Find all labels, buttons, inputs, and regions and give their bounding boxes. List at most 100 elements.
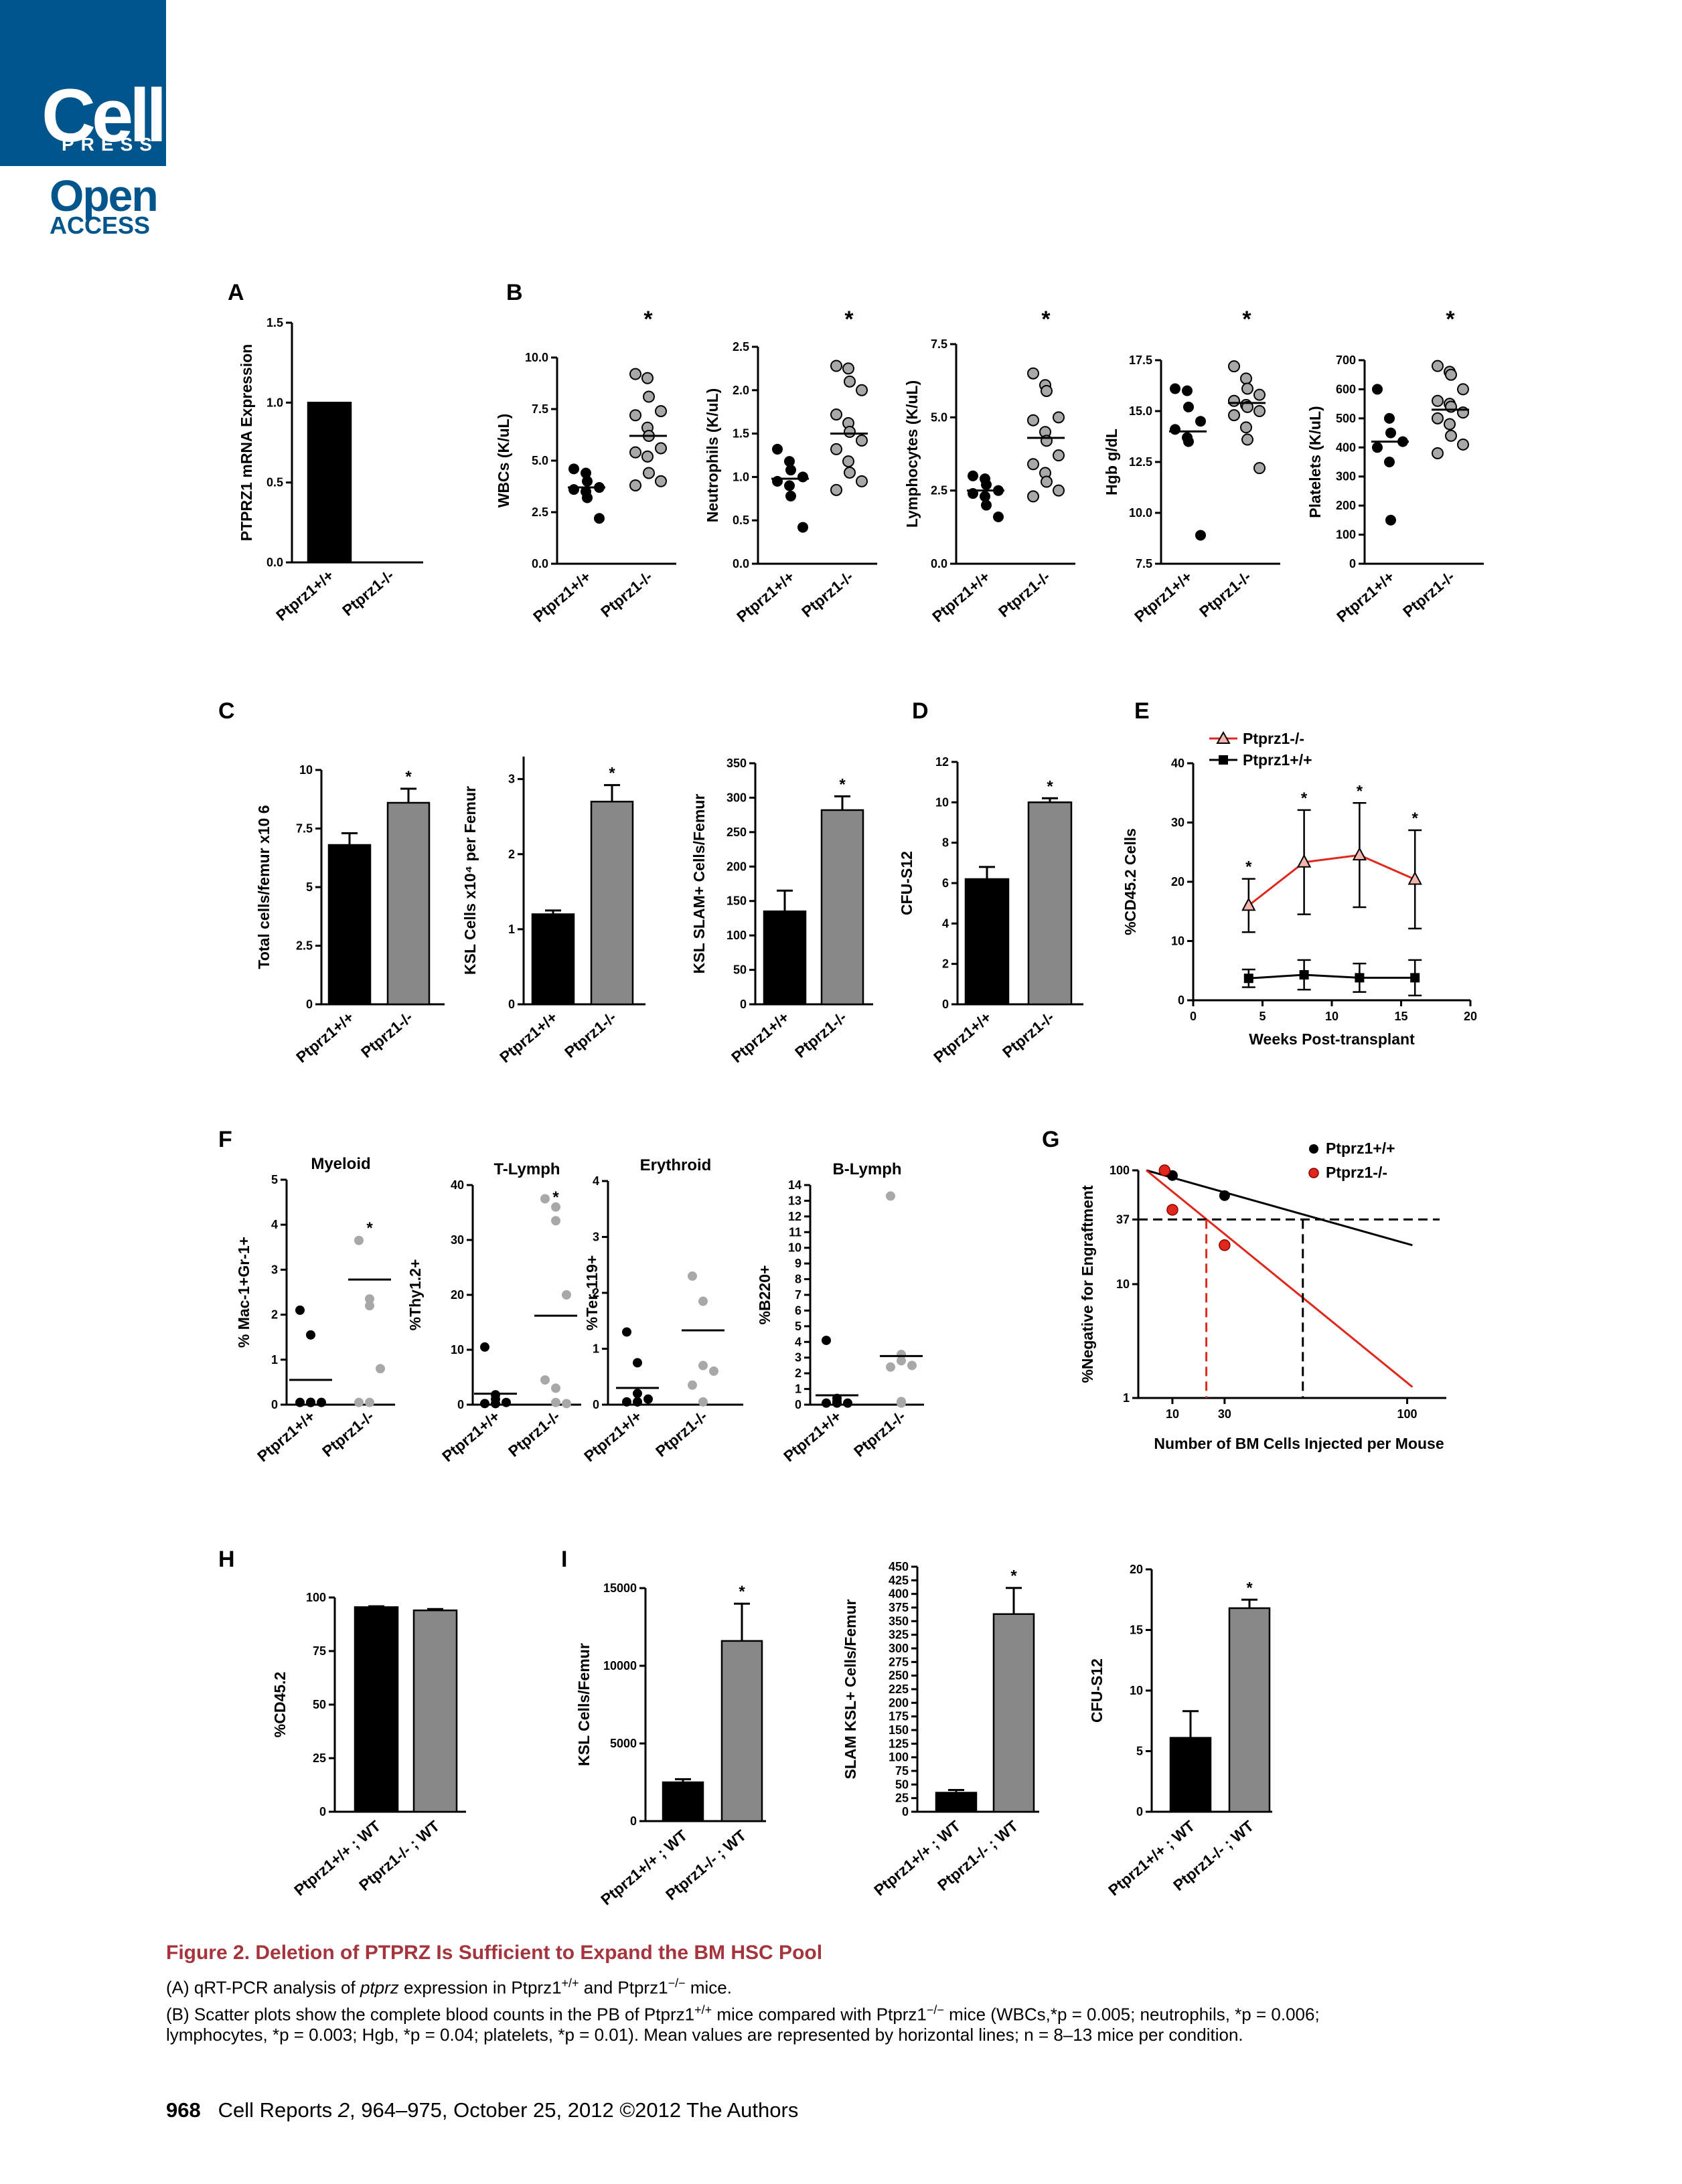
panel-b-3-category-label: Ptprz1+/+ (929, 568, 993, 625)
panel-b-4-category-label: Ptprz1-/- (1196, 568, 1254, 621)
panel-d-tick-label: 0 (942, 998, 949, 1011)
panel-b-1-data-point (581, 467, 591, 479)
panel-c-2-category-label: Ptprz1-/- (561, 1008, 619, 1061)
panel-e-tick-label: 40 (1171, 757, 1184, 770)
panel-f-4-tick-label: 5 (795, 1320, 801, 1333)
panel-i-2-tick-label: 425 (889, 1573, 909, 1587)
panel-c-3-tick-label: 150 (727, 894, 747, 908)
panel-g-x-tick-label: 10 (1166, 1407, 1179, 1421)
panel-f-2-title: T-Lymph (493, 1160, 560, 1178)
panel-f-3-tick-label: 1 (593, 1342, 599, 1356)
panel-b-3-tick-label: 2.5 (931, 484, 947, 497)
panel-b-3-tick-label: 7.5 (931, 337, 947, 351)
panel-b-2-data-point (856, 434, 868, 447)
panel-b-1-data-point (582, 475, 593, 487)
panel-b-4-data-point (1182, 385, 1193, 396)
panel-f-4-tick-label: 9 (795, 1257, 801, 1270)
panel-f-4-tick-label: 2 (795, 1367, 801, 1380)
cell-press-logo: Cell PRESS (0, 0, 167, 166)
panel-b-5-data-point (1432, 412, 1444, 424)
panel-f-1-data-point (376, 1364, 385, 1374)
panel-a-category-label: Ptprz1+/+ (273, 566, 337, 624)
panel-f-1-data-point (365, 1294, 374, 1304)
panel-f-1-tick-label: 1 (271, 1353, 278, 1367)
panel-e-series-line (1248, 973, 1416, 980)
panel-b-5-ylabel: Platelets (K/uL) (1306, 406, 1324, 518)
panel-b-4-data-point (1253, 405, 1266, 417)
panel-b-2-data-point (830, 443, 842, 455)
panel-b-4-data-point (1195, 530, 1206, 541)
panel-e-triangle-marker (1407, 871, 1422, 885)
panel-f-3-data-point (622, 1327, 631, 1337)
panel-b-1-data-point (568, 484, 579, 495)
panel-f-1-data-point (354, 1397, 364, 1407)
panel-b-3-data-point (1027, 367, 1039, 380)
panel-i-3-tick-label: 5 (1136, 1745, 1143, 1758)
panel-c-3-tick-label: 0 (740, 998, 747, 1011)
panel-b-3-data-point (1027, 458, 1039, 471)
panel-b-2-data-point (784, 456, 795, 467)
panel-c-2-tick-label: 0 (508, 998, 515, 1011)
panel-b-3-data-point (1027, 490, 1039, 503)
panel-f-1-data-point (306, 1330, 315, 1340)
panel-f-3-data-point (633, 1389, 642, 1399)
panel-b-4-data-point (1253, 388, 1266, 401)
panel-b-2-data-point (785, 465, 796, 476)
panel-i-3-tick-label: 10 (1130, 1684, 1143, 1697)
panel-d-ylabel: CFU-S12 (898, 851, 915, 915)
panel-g-fit-wt (1146, 1169, 1413, 1247)
panel-c-3-tick-label: 300 (727, 791, 747, 804)
panel-b-3-data-point (1027, 414, 1039, 426)
panel-f-1-data-point (295, 1305, 305, 1315)
panel-i-2-tick-label: 275 (889, 1655, 909, 1668)
panel-a-ylabel: PTPRZ1 mRNA Expression (238, 344, 255, 541)
open-access-access: ACCESS (50, 212, 151, 239)
panel-f-2-category-label: Ptprz1-/- (505, 1407, 563, 1460)
panel-c-3-significance-star: * (839, 775, 846, 793)
panel-f-3-ylabel: %Ter-119+ (583, 1255, 601, 1331)
panel-b-3-data-point (1041, 384, 1053, 397)
panel-b-5-data-point (1445, 368, 1457, 381)
panel-b-1-tick-label: 0.0 (532, 557, 548, 570)
panel-f-1-data-point (317, 1397, 326, 1407)
panel-b-1-tick-label: 2.5 (532, 505, 548, 519)
panel-e-tick-label: 30 (1171, 816, 1184, 830)
panel-f-1-tick-label: 3 (271, 1263, 278, 1276)
caption-line-a: (A) qRT-PCR analysis of ptprz expression… (166, 1976, 732, 1998)
panel-d-tick-label: 2 (942, 957, 949, 971)
panel-f-2-tick-label: 40 (451, 1178, 464, 1192)
panel-i-2-tick-label: 0 (902, 1805, 909, 1818)
panel-g-fit-ko (1146, 1169, 1413, 1388)
panel-g-tick-label: 37 (1116, 1213, 1130, 1226)
panel-d-category-label: Ptprz1+/+ (930, 1008, 994, 1066)
panel-b-1-category-label: Ptprz1-/- (597, 568, 656, 621)
panel-f-4-tick-label: 14 (788, 1178, 801, 1192)
panel-b-5-data-point (1384, 412, 1395, 424)
panel-b-2-data-point (844, 426, 856, 439)
panel-c-1-significance-star: * (405, 768, 412, 786)
logo-press-text: PRESS (62, 134, 159, 155)
panel-c-1-category-label: Ptprz1+/+ (293, 1008, 357, 1066)
panel-b-1-data-point (641, 450, 654, 463)
panel-g-xlabel: Number of BM Cells Injected per Mouse (1154, 1435, 1444, 1452)
panel-f-1-tick-label: 4 (271, 1218, 278, 1231)
panel-f-1-data-point (365, 1397, 374, 1407)
panel-b-4-data-point (1241, 433, 1253, 446)
panel-f-3-title: Erythroid (640, 1156, 712, 1174)
panel-i-1-tick-label: 0 (630, 1814, 637, 1828)
panel-b-5-tick-label: 500 (1336, 412, 1356, 425)
panel-e-significance-star: * (1301, 789, 1308, 807)
panel-b-1-data-point (629, 409, 641, 422)
panel-f-3-data-point (698, 1397, 708, 1407)
panel-f-2-data-point (540, 1375, 550, 1385)
panel-d-tick-label: 12 (935, 755, 949, 769)
panel-b-4-tick-label: 17.5 (1129, 354, 1152, 367)
panel-b-5-data-point (1444, 418, 1456, 431)
panel-f-2-category-label: Ptprz1+/+ (439, 1407, 503, 1465)
panel-f-4-data-point (897, 1356, 906, 1366)
panel-b-5-data-point (1445, 429, 1457, 442)
panel-f-2-data-point (480, 1342, 489, 1352)
panel-b-4-data-point (1241, 382, 1253, 395)
panel-f-2-data-point (562, 1399, 571, 1409)
panel-f-1-data-point (306, 1397, 315, 1407)
